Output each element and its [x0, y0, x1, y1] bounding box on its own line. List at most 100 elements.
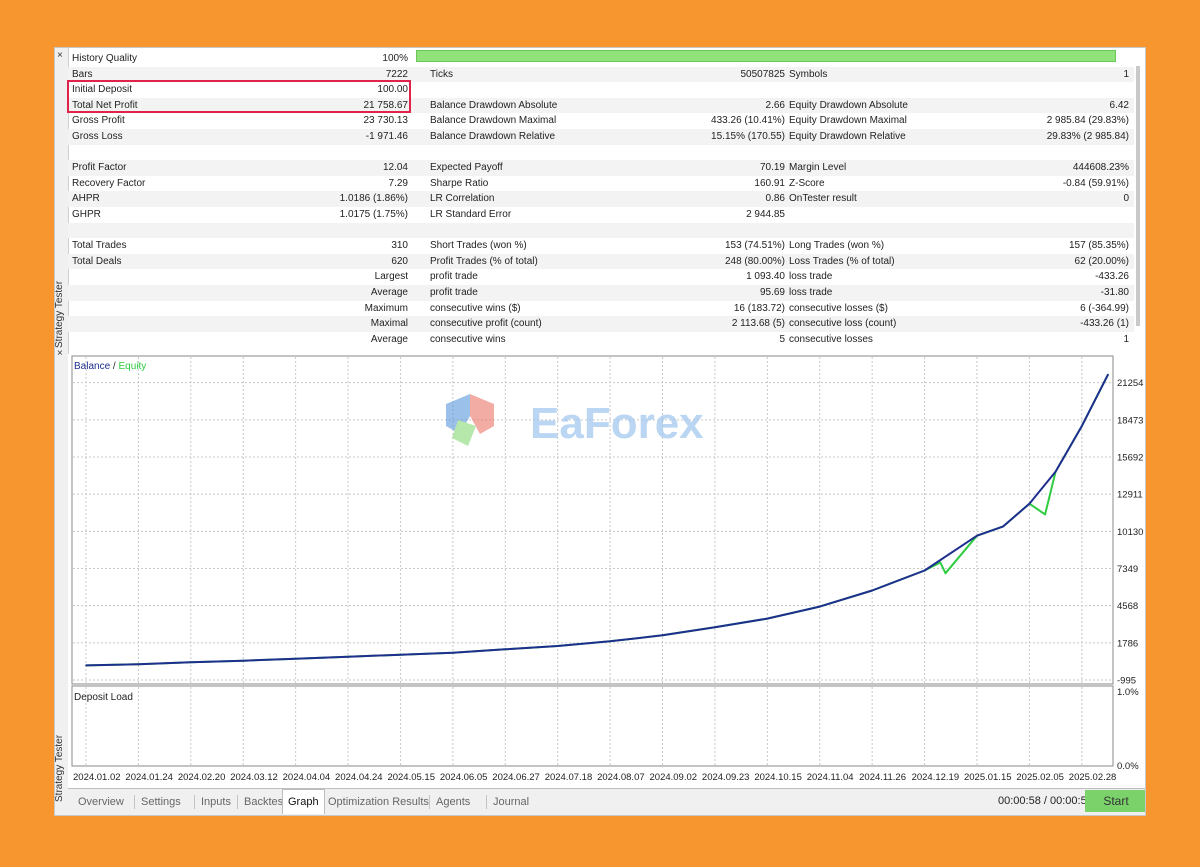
stat-label: OnTester result	[789, 193, 857, 205]
stat-label: Long Trades (won %)	[789, 240, 885, 252]
deposit-load-tick-max: 1.0%	[1117, 687, 1139, 698]
tab-inputs[interactable]: Inputs	[201, 796, 231, 808]
stat-value: -1 971.46	[365, 130, 408, 142]
balance-line-point	[766, 617, 769, 620]
balance-line-point	[399, 653, 402, 656]
scrollbar[interactable]	[1136, 66, 1140, 326]
x-tick-label: 2024.09.02	[650, 772, 698, 783]
stat-label: consecutive losses	[789, 333, 873, 345]
tab-agents[interactable]: Agents	[436, 796, 471, 808]
stats-row: Initial Deposit 100.00	[68, 82, 1134, 98]
tab-settings[interactable]: Settings	[141, 796, 181, 808]
x-tick-label: 2025.02.28	[1069, 772, 1117, 783]
stat-value: 2 113.68 (5)	[731, 318, 785, 330]
close-icon[interactable]: ×	[57, 50, 63, 61]
stat-label: Initial Deposit	[72, 84, 133, 96]
legend-sep: /	[110, 361, 118, 372]
stat-label: Symbols	[789, 68, 828, 80]
x-tick-label: 2025.02.05	[1016, 772, 1064, 783]
close-icon-lower[interactable]: ×	[57, 348, 63, 359]
stat-value: 153 (74.51%)	[724, 240, 785, 252]
stat-value: Average	[370, 333, 408, 345]
balance-line-point	[137, 663, 140, 666]
stat-value: 2 944.85	[746, 208, 785, 220]
legend-balance: Balance	[74, 361, 111, 372]
stat-label: Bars	[72, 68, 93, 80]
tab-overview[interactable]: Overview	[78, 796, 124, 808]
stat-value: 433.26 (10.41%)	[711, 115, 785, 127]
watermark-logo: EaForex	[446, 394, 704, 448]
x-tick-label: 2024.03.12	[230, 772, 278, 783]
tab-optimization-results[interactable]: Optimization Results	[328, 796, 429, 808]
stat-label: LR Standard Error	[430, 208, 512, 220]
balance-line-point	[923, 569, 926, 572]
stat-label: Profit Factor	[72, 162, 127, 174]
stat-value: 1.0175 (1.75%)	[339, 208, 408, 220]
stat-label: consecutive profit (count)	[430, 318, 542, 330]
stat-label: Sharpe Ratio	[430, 177, 489, 189]
stat-label: Profit Trades (% of total)	[430, 255, 538, 267]
stat-value: 7222	[385, 68, 408, 80]
stat-label: Gross Profit	[72, 115, 125, 127]
stat-value: 157 (85.35%)	[1068, 240, 1129, 252]
x-tick-label: 2024.08.07	[597, 772, 645, 783]
equity-line-point	[939, 561, 942, 564]
watermark-text: EaForex	[530, 399, 704, 448]
stat-label: Z-Score	[789, 177, 825, 189]
stats-row: History Quality 100%	[68, 51, 1134, 67]
stat-label: Gross Loss	[72, 130, 123, 142]
x-tick-label: 2024.07.18	[545, 772, 593, 783]
tab-separator	[237, 795, 238, 809]
balance-line-point	[1054, 470, 1057, 473]
stats-row: Average profit trade 95.69 loss trade -31.80	[68, 284, 1134, 301]
balance-line-point	[976, 534, 978, 537]
tab-graph[interactable]: Graph	[282, 789, 325, 814]
stat-value: 248 (80.00%)	[724, 255, 785, 267]
deposit-load-title: Deposit Load	[74, 692, 133, 703]
balance-line-point	[871, 589, 873, 592]
balance-line-point	[452, 651, 454, 654]
stat-label: Balance Drawdown Maximal	[430, 115, 557, 127]
x-tick-label: 2024.06.27	[492, 772, 540, 783]
start-button[interactable]: Start	[1085, 790, 1145, 812]
stat-label: consecutive losses ($)	[789, 302, 888, 314]
stat-label: profit trade	[430, 271, 478, 283]
stat-value: 444608.23%	[1072, 162, 1129, 174]
stats-row: Maximal consecutive profit (count) 2 113.6…	[68, 316, 1134, 332]
x-tick-label: 2024.02.20	[178, 772, 226, 783]
stat-label: Recovery Factor	[72, 177, 146, 189]
results-table: History Quality 100% Bars 7222 Ticks 50507825…	[68, 51, 1134, 347]
stat-value: 95.69	[759, 286, 785, 298]
y-tick-label: 12911	[1117, 490, 1143, 501]
balance-line-point	[1002, 525, 1004, 528]
stat-value: 160.91	[754, 177, 785, 189]
highlight-box	[67, 80, 411, 113]
x-tick-label: 2024.01.02	[73, 772, 121, 783]
stats-row: GHPR 1.0175 (1.75%) LR Standard Error 2 944…	[68, 207, 1134, 223]
stat-label: Equity Drawdown Absolute	[789, 99, 908, 111]
stat-value: 100.00	[377, 84, 408, 96]
x-tick-label: 2024.11.26	[859, 772, 906, 783]
stat-label: consecutive loss (count)	[789, 318, 897, 330]
x-tick-label: 2024.01.24	[125, 772, 173, 783]
stat-value: -433.26	[1095, 271, 1129, 283]
tab-backtest[interactable]: Backtest	[244, 796, 287, 808]
stat-label: Expected Payoff	[430, 162, 503, 174]
x-tick-label: 2024.04.04	[283, 772, 331, 783]
equity-line-point	[1044, 513, 1046, 516]
y-tick-label: 1786	[1117, 638, 1138, 649]
stat-label: Ticks	[430, 68, 453, 80]
stats-row: Gross Profit 23 730.13 Balance Drawdown Ma…	[68, 113, 1134, 129]
stat-value: -433.26 (1)	[1080, 318, 1129, 330]
stat-label: Short Trades (won %)	[430, 240, 527, 252]
stat-value: Largest	[374, 271, 408, 283]
x-tick-label: 2024.12.19	[912, 772, 960, 783]
stat-label: LR Correlation	[430, 193, 495, 205]
tab-separator	[429, 795, 430, 809]
stats-row: Total Net Profit 21 758.67 Balance Drawdow…	[68, 97, 1134, 114]
x-tick-label: 2025.01.15	[964, 772, 1012, 783]
stat-label: Equity Drawdown Relative	[789, 130, 906, 142]
y-tick-label: 4568	[1117, 601, 1138, 612]
stat-value: 29.83% (2 985.84)	[1046, 130, 1129, 142]
tab-journal[interactable]: Journal	[493, 796, 530, 808]
